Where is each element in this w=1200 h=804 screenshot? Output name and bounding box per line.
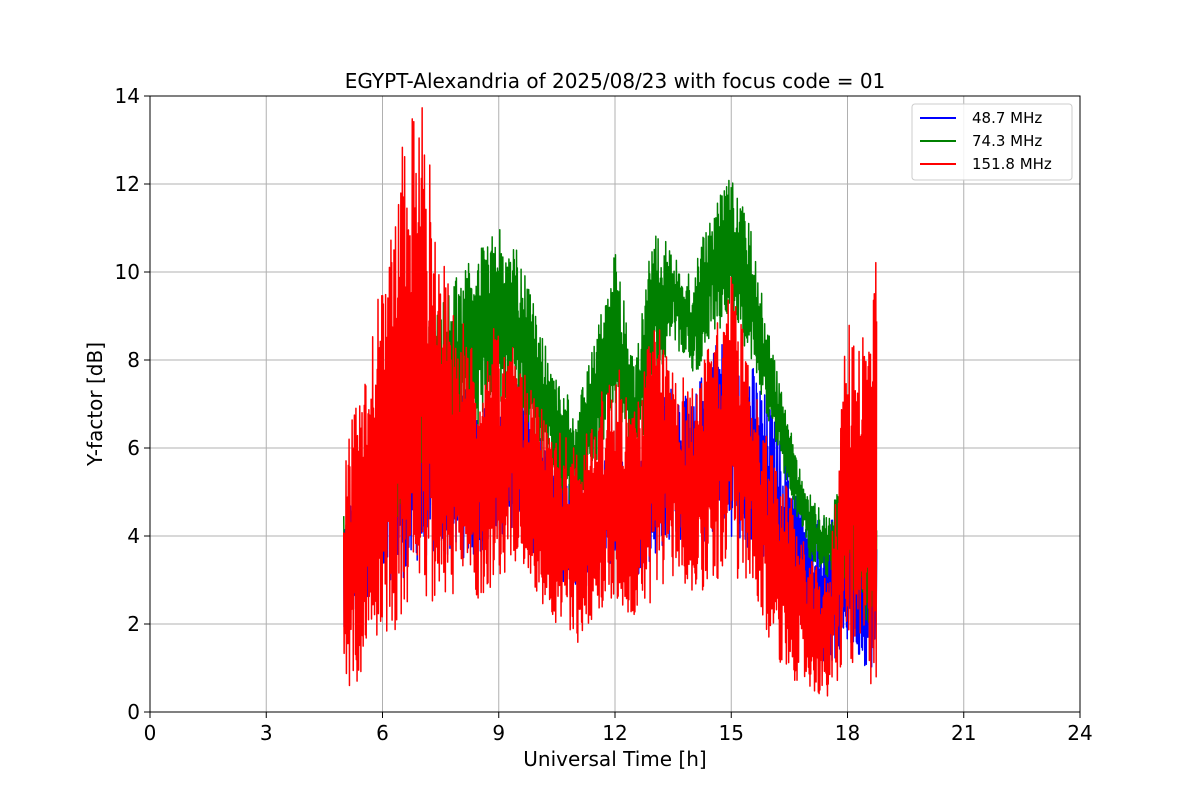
legend-label-2: 74.3 MHz [972, 132, 1042, 150]
x-tick-label: 15 [719, 721, 744, 745]
legend-label-1: 48.7 MHz [972, 109, 1042, 127]
legend-box [911, 103, 1073, 181]
x-tick-label: 9 [492, 721, 505, 745]
y-tick-label: 12 [115, 172, 140, 196]
y-tick-label: 14 [115, 84, 140, 108]
y-tick-label: 6 [127, 436, 140, 460]
x-tick-label: 24 [1067, 721, 1092, 745]
x-tick-label: 0 [144, 721, 157, 745]
series-line-3 [343, 107, 878, 697]
x-tick-label: 6 [376, 721, 389, 745]
x-tick-label: 18 [835, 721, 860, 745]
x-tick-label: 21 [951, 721, 976, 745]
y-tick-label: 0 [127, 700, 140, 724]
y-tick-label: 8 [127, 348, 140, 372]
legend-label-3: 151.8 MHz [972, 155, 1052, 173]
x-tick-label: 12 [602, 721, 627, 745]
x-tick-label: 3 [260, 721, 273, 745]
chart-title: EGYPT-Alexandria of 2025/08/23 with focu… [345, 69, 886, 93]
x-axis-label: Universal Time [h] [523, 747, 706, 771]
series-layer [343, 107, 878, 697]
legend: 48.7 MHz 74.3 MHz 151.8 MHz [911, 103, 1073, 181]
y-tick-label: 4 [127, 524, 140, 548]
y-tick-label: 10 [115, 260, 140, 284]
y-tick-label: 2 [127, 612, 140, 636]
y-axis-label: Y-factor [dB] [83, 342, 107, 467]
